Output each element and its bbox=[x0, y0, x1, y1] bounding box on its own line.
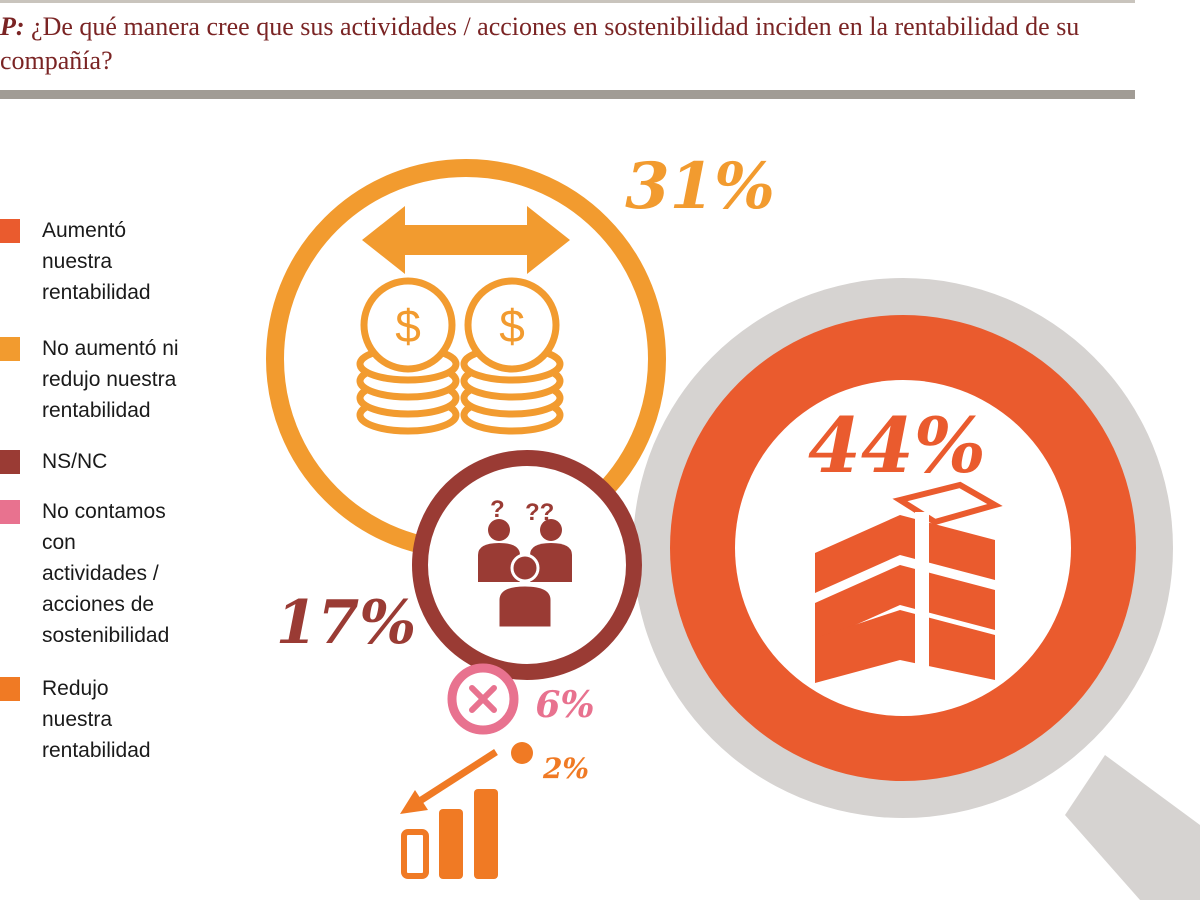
legend-swatch-aumento bbox=[0, 219, 20, 243]
question-text: ¿De qué manera cree que sus actividades … bbox=[0, 12, 1080, 75]
declining-bars-icon bbox=[400, 749, 498, 879]
question-prefix: P: bbox=[0, 12, 25, 41]
svg-text:?: ? bbox=[490, 496, 505, 523]
legend-label-redujo: Redujo nuestra rentabilidad bbox=[42, 677, 151, 762]
svg-text:$: $ bbox=[499, 300, 525, 352]
close-x-icon bbox=[469, 685, 497, 713]
legend-label-no-aumento: No aumentó ni redujo nuestra rentabilida… bbox=[42, 337, 179, 422]
bubble-redujo bbox=[400, 742, 533, 879]
dollar-coins-icon: $ $ bbox=[356, 206, 570, 435]
bubble-no-aumento: $ $ bbox=[266, 159, 666, 559]
legend-swatch-redujo bbox=[0, 677, 20, 701]
legend-label-aumento: Aumentó nuestra rentabilidad bbox=[42, 219, 151, 304]
legend-swatch-no-aumento bbox=[0, 337, 20, 361]
svg-text:??: ?? bbox=[525, 499, 554, 526]
bubble-aumento bbox=[670, 315, 1136, 781]
title-divider bbox=[0, 90, 1135, 99]
survey-question: P: ¿De qué manera cree que sus actividad… bbox=[0, 10, 1140, 78]
legend-swatch-nsnc bbox=[0, 450, 20, 474]
bubble-no-contamos bbox=[447, 663, 519, 735]
label-no-contamos: 6% bbox=[535, 684, 594, 726]
label-no-aumento: 31% bbox=[625, 149, 775, 224]
label-redujo: 2% bbox=[542, 752, 589, 785]
svg-text:$: $ bbox=[395, 300, 421, 352]
label-nsnc: 17% bbox=[276, 588, 417, 658]
money-stack-icon bbox=[815, 481, 1003, 683]
bubble-nsnc: ? ?? bbox=[412, 450, 642, 680]
bubble-redujo-dot bbox=[511, 742, 533, 764]
label-aumento: 44% bbox=[808, 401, 986, 490]
legend-label-nsnc: NS/NC bbox=[42, 450, 108, 473]
magnifier-handle bbox=[1065, 755, 1200, 900]
legend-label-no-contamos: No contamos con actividades / acciones d… bbox=[42, 500, 170, 647]
confused-people-icon: ? ?? bbox=[478, 496, 572, 630]
double-arrow-icon bbox=[362, 206, 570, 274]
top-divider bbox=[0, 0, 1135, 3]
legend-swatch-no-contamos bbox=[0, 500, 20, 524]
